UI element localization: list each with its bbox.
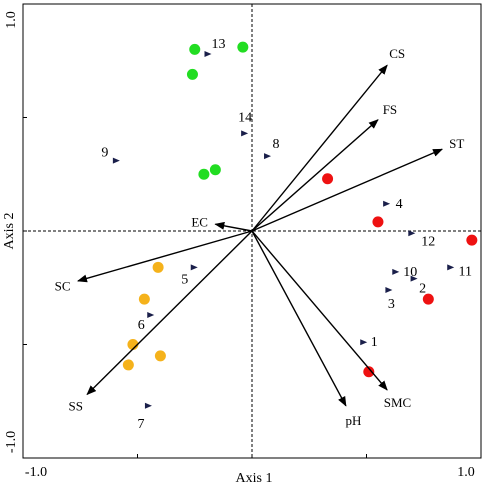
vector-label: EC bbox=[191, 214, 208, 229]
y-tick-label: 1.0 bbox=[4, 11, 19, 29]
group-point bbox=[189, 43, 201, 55]
vector-ss bbox=[86, 230, 253, 396]
vector-sc bbox=[76, 230, 253, 283]
x-tick-label: -1.0 bbox=[25, 465, 47, 480]
vector-label: SMC bbox=[384, 395, 411, 410]
vector-smc bbox=[251, 230, 388, 391]
sample-label: 12 bbox=[421, 234, 435, 249]
sample-marker bbox=[144, 402, 152, 409]
group-point bbox=[466, 234, 478, 246]
vector-label: FS bbox=[383, 102, 397, 117]
sample-label: 14 bbox=[238, 110, 252, 125]
sample-marker bbox=[360, 339, 368, 346]
sample-marker bbox=[204, 50, 212, 57]
sample-label: 9 bbox=[101, 146, 108, 161]
axes-layer: -1.0 1.0 -1.0 1.0 bbox=[4, 3, 482, 480]
vector-label: SC bbox=[55, 278, 71, 293]
sample-label: 11 bbox=[458, 264, 471, 279]
group-point bbox=[363, 366, 375, 378]
group-point bbox=[422, 293, 434, 305]
sample-marker bbox=[112, 157, 120, 164]
sample-marker bbox=[392, 268, 400, 275]
group-point bbox=[198, 168, 210, 180]
vector-fs bbox=[251, 119, 379, 232]
sample-label: 3 bbox=[388, 297, 395, 312]
sample-marker bbox=[447, 264, 455, 271]
vector-st bbox=[251, 148, 443, 232]
vector-ph bbox=[251, 230, 347, 407]
sample-marker bbox=[190, 264, 198, 271]
sample-label: 10 bbox=[403, 265, 417, 280]
sample-marker bbox=[385, 287, 393, 294]
vector-label: SS bbox=[69, 399, 83, 414]
sample-label: 5 bbox=[181, 272, 188, 287]
group-point bbox=[322, 173, 334, 185]
vector-label: CS bbox=[389, 46, 405, 61]
group-point bbox=[186, 68, 198, 80]
sample-label: 1 bbox=[371, 335, 378, 350]
vector-label: pH bbox=[346, 413, 362, 428]
group-point bbox=[152, 261, 164, 273]
group-point bbox=[372, 216, 384, 228]
sample-label: 8 bbox=[273, 137, 280, 152]
vectors-layer: CS FS ST EC SC SS pH SMC bbox=[55, 46, 465, 428]
x-axis-title: Axis 1 bbox=[236, 471, 273, 486]
group-point bbox=[237, 41, 249, 53]
sample-marker bbox=[410, 275, 418, 282]
group-point bbox=[209, 164, 221, 176]
group-point bbox=[138, 293, 150, 305]
y-axis-title: Axis 2 bbox=[2, 213, 17, 250]
sample-marker bbox=[383, 200, 391, 207]
sample-marker bbox=[264, 153, 272, 160]
x-tick-label: 1.0 bbox=[457, 465, 475, 480]
vector-label: ST bbox=[449, 136, 464, 151]
vector-ec bbox=[214, 221, 253, 232]
sample-label: 4 bbox=[396, 197, 403, 212]
sample-marker bbox=[408, 230, 416, 237]
vector-cs bbox=[251, 64, 388, 232]
sample-label: 13 bbox=[211, 37, 225, 52]
sample-label: 2 bbox=[419, 282, 426, 297]
group-point bbox=[122, 359, 134, 371]
sample-marker bbox=[147, 311, 155, 318]
sample-marker bbox=[241, 130, 249, 137]
sample-label: 7 bbox=[137, 417, 144, 432]
colored-points-layer bbox=[122, 41, 478, 378]
sample-label: 6 bbox=[138, 318, 145, 333]
group-point bbox=[154, 350, 166, 362]
y-tick-label: -1.0 bbox=[4, 431, 19, 453]
